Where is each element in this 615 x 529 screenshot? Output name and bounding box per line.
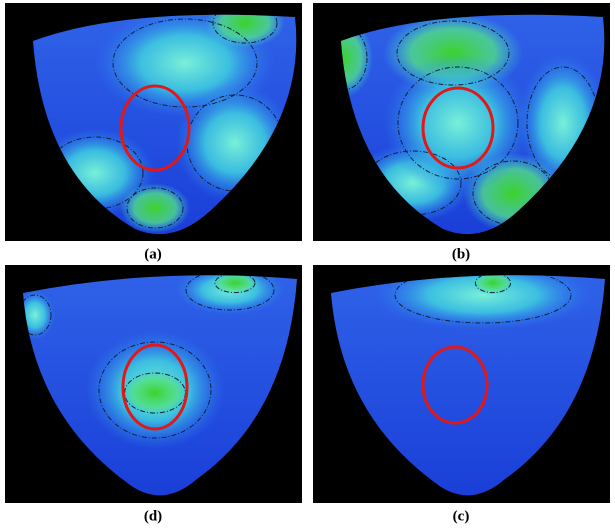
map-layer xyxy=(35,14,295,233)
panel-label: (b) xyxy=(452,246,470,262)
activation-region xyxy=(341,18,373,98)
panel xyxy=(313,3,610,241)
panel-label: (d) xyxy=(144,508,162,524)
contour-line xyxy=(23,294,52,336)
contour-line xyxy=(474,275,512,294)
activation-region xyxy=(210,275,260,295)
infarct-outline xyxy=(119,84,191,172)
panel xyxy=(5,3,302,241)
contour-line xyxy=(185,275,275,311)
contour-line xyxy=(214,275,256,294)
contour-line xyxy=(212,14,278,44)
activation-region xyxy=(120,183,190,233)
activation-region xyxy=(205,14,285,48)
panel-label: (a) xyxy=(144,246,162,262)
activation-region xyxy=(383,53,533,193)
activation-region xyxy=(117,368,193,418)
map-layer xyxy=(23,275,285,450)
infarct-outline xyxy=(421,86,495,170)
contour-line xyxy=(396,20,510,86)
activation-region xyxy=(471,275,515,295)
contour-line xyxy=(126,187,184,229)
contour-line xyxy=(394,275,572,324)
infarct-outline xyxy=(421,345,489,425)
contour-line xyxy=(397,66,519,180)
contour-line xyxy=(98,341,212,439)
panel-label: (c) xyxy=(453,508,470,524)
heart-surface xyxy=(331,275,605,496)
panel xyxy=(313,265,610,503)
infarct-outline xyxy=(121,343,189,431)
panel xyxy=(5,265,302,503)
